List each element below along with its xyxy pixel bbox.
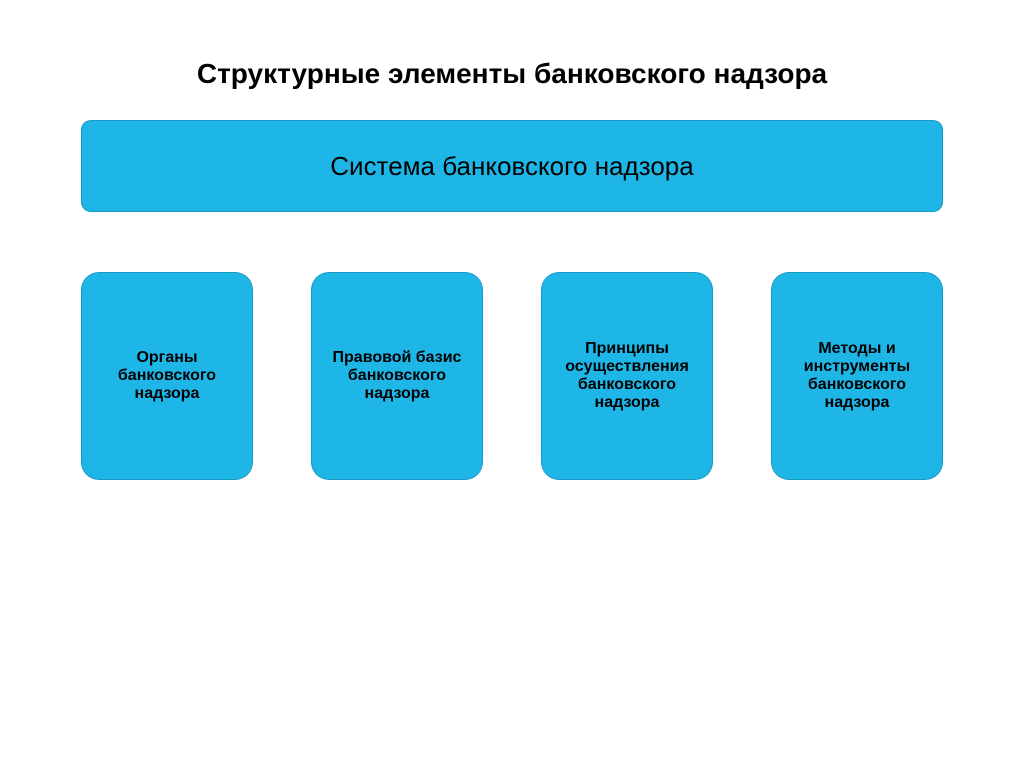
sub-box-0: Органы банковского надзора	[81, 272, 253, 480]
header-box-label: Система банковского надзора	[330, 151, 693, 182]
sub-box-label: Правовой базис банковского надзора	[322, 349, 472, 403]
header-box: Система банковского надзора	[81, 120, 943, 212]
sub-box-label: Принципы осуществления банковского надзо…	[552, 340, 702, 412]
sub-box-3: Методы и инструменты банковского надзора	[771, 272, 943, 480]
sub-boxes-row: Органы банковского надзора Правовой бази…	[81, 272, 943, 480]
sub-box-1: Правовой базис банковского надзора	[311, 272, 483, 480]
sub-box-2: Принципы осуществления банковского надзо…	[541, 272, 713, 480]
sub-box-label: Органы банковского надзора	[92, 349, 242, 403]
sub-box-label: Методы и инструменты банковского надзора	[782, 340, 932, 412]
page-title: Структурные элементы банковского надзора	[0, 0, 1024, 120]
